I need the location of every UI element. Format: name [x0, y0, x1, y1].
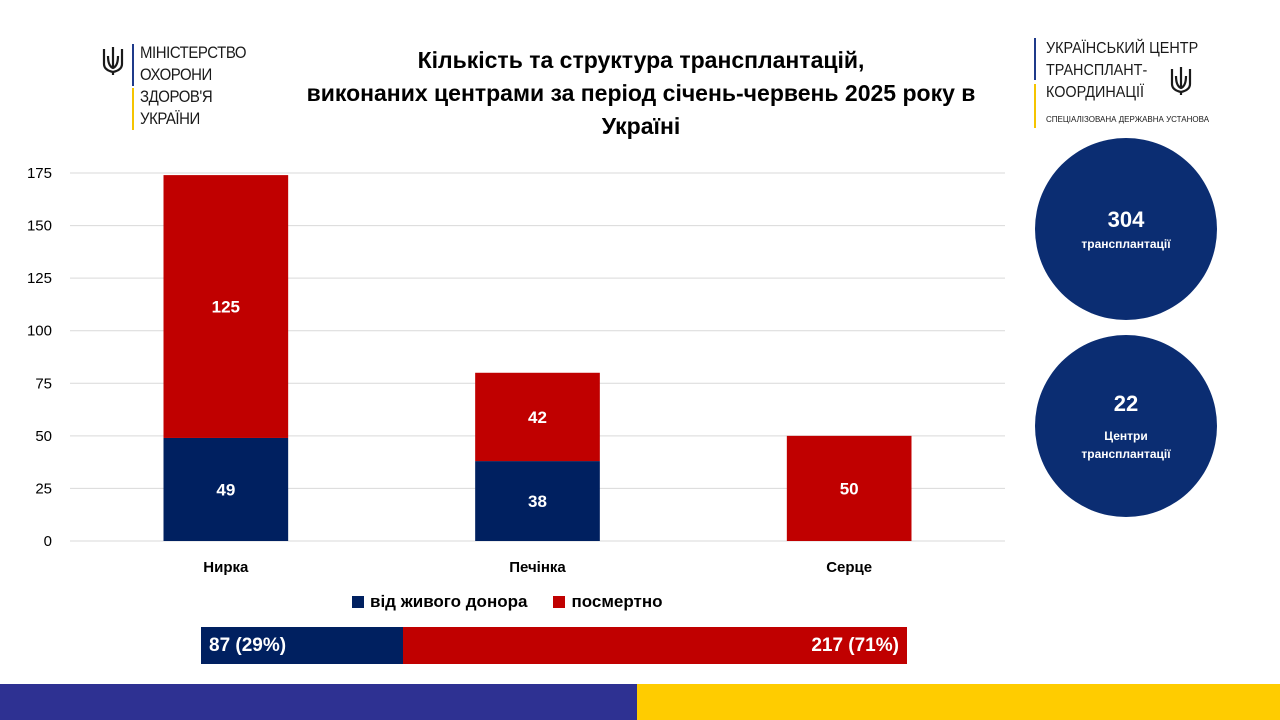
y-tick-label: 0 — [44, 533, 52, 550]
transplant-center-logo: УКРАЇНСЬКИЙ ЦЕНТР ТРАНСПЛАНТ- КООРДИНАЦІ… — [1034, 38, 1244, 130]
bar-segment — [786, 435, 912, 541]
bar-segment — [163, 437, 289, 541]
summary-bar: 87 (29%) 217 (71%) — [201, 627, 907, 664]
summary-segment-deceased: 217 (71%) — [403, 627, 907, 664]
total-transplants-number: 304 — [1107, 207, 1145, 232]
trident-icon — [1170, 67, 1192, 95]
ministry-logo: МІНІСТЕРСТВО ОХОРОНИ ЗДОРОВ'Я УКРАЇНИ — [100, 42, 250, 134]
transplant-centers-circle: 22 Центри трансплантації — [1035, 335, 1217, 517]
center-logo-line: КООРДИНАЦІЇ — [1046, 84, 1145, 101]
y-tick-label: 100 — [27, 323, 52, 340]
legend-label: від живого донора — [370, 592, 528, 611]
y-tick-label: 50 — [35, 428, 52, 445]
x-category-label: Нирка — [203, 559, 249, 576]
legend-item-deceased: посмертно — [553, 592, 663, 612]
center-logo-subtitle: СПЕЦІАЛІЗОВАНА ДЕРЖАВНА УСТАНОВА — [1046, 115, 1210, 124]
ministry-logo-line: ЗДОРОВ'Я — [140, 87, 213, 106]
data-label: 50 — [840, 479, 859, 498]
bar-segment — [475, 461, 600, 541]
y-tick-label: 150 — [27, 218, 52, 235]
x-category-label: Серце — [826, 559, 872, 576]
data-label: 38 — [528, 492, 547, 511]
transplant-centers-label: Центри трансплантації — [1081, 429, 1171, 461]
chart-title-line: Україні — [601, 113, 681, 139]
y-tick-label: 25 — [35, 480, 52, 497]
summary-segment-living: 87 (29%) — [201, 627, 404, 664]
logo-divider-yellow — [1034, 84, 1036, 128]
stacked-bar-chart: 0 25 50 75 100 125 150 175 49 125 Нирка 38 42 Печінка… — [27, 165, 1005, 576]
logo-divider-yellow — [132, 88, 134, 130]
trident-icon — [102, 47, 124, 75]
total-transplants-circle: 304 трансплантації — [1035, 138, 1217, 320]
chart-legend: від живого донора посмертно — [352, 592, 689, 612]
legend-label: посмертно — [571, 592, 663, 611]
bar-segment — [475, 372, 600, 462]
footer-stripe-blue — [0, 684, 637, 720]
y-tick-label: 175 — [27, 165, 52, 182]
data-label: 49 — [216, 480, 235, 499]
legend-swatch — [553, 596, 566, 608]
data-label: 125 — [212, 298, 240, 317]
center-logo-line: ТРАНСПЛАНТ- — [1046, 62, 1148, 79]
center-logo-line: УКРАЇНСЬКИЙ ЦЕНТР — [1046, 40, 1199, 57]
transplant-centers-number: 22 — [1113, 391, 1139, 416]
footer-stripe-yellow — [637, 684, 1280, 720]
legend-swatch — [352, 596, 364, 608]
ministry-logo-line: ОХОРОНИ — [140, 65, 212, 84]
legend-item-living: від живого донора — [352, 592, 527, 612]
ministry-logo-line: МІНІСТЕРСТВО — [140, 43, 247, 62]
logo-divider-blue — [1034, 38, 1036, 80]
chart-title: Кількість та структура трансплантацій, в… — [258, 44, 1024, 143]
total-transplants-label: трансплантації — [1081, 237, 1171, 251]
data-label: 42 — [528, 408, 547, 427]
logo-divider-blue — [132, 44, 134, 86]
chart-title-line: виконаних центрами за період січень-черв… — [306, 80, 976, 106]
y-tick-label: 125 — [27, 270, 52, 287]
chart-title-line: Кількість та структура трансплантацій, — [417, 47, 865, 73]
x-category-label: Печінка — [509, 559, 566, 576]
ministry-logo-line: УКРАЇНИ — [140, 109, 200, 128]
bar-segment — [163, 175, 289, 438]
y-tick-label: 75 — [35, 375, 52, 392]
